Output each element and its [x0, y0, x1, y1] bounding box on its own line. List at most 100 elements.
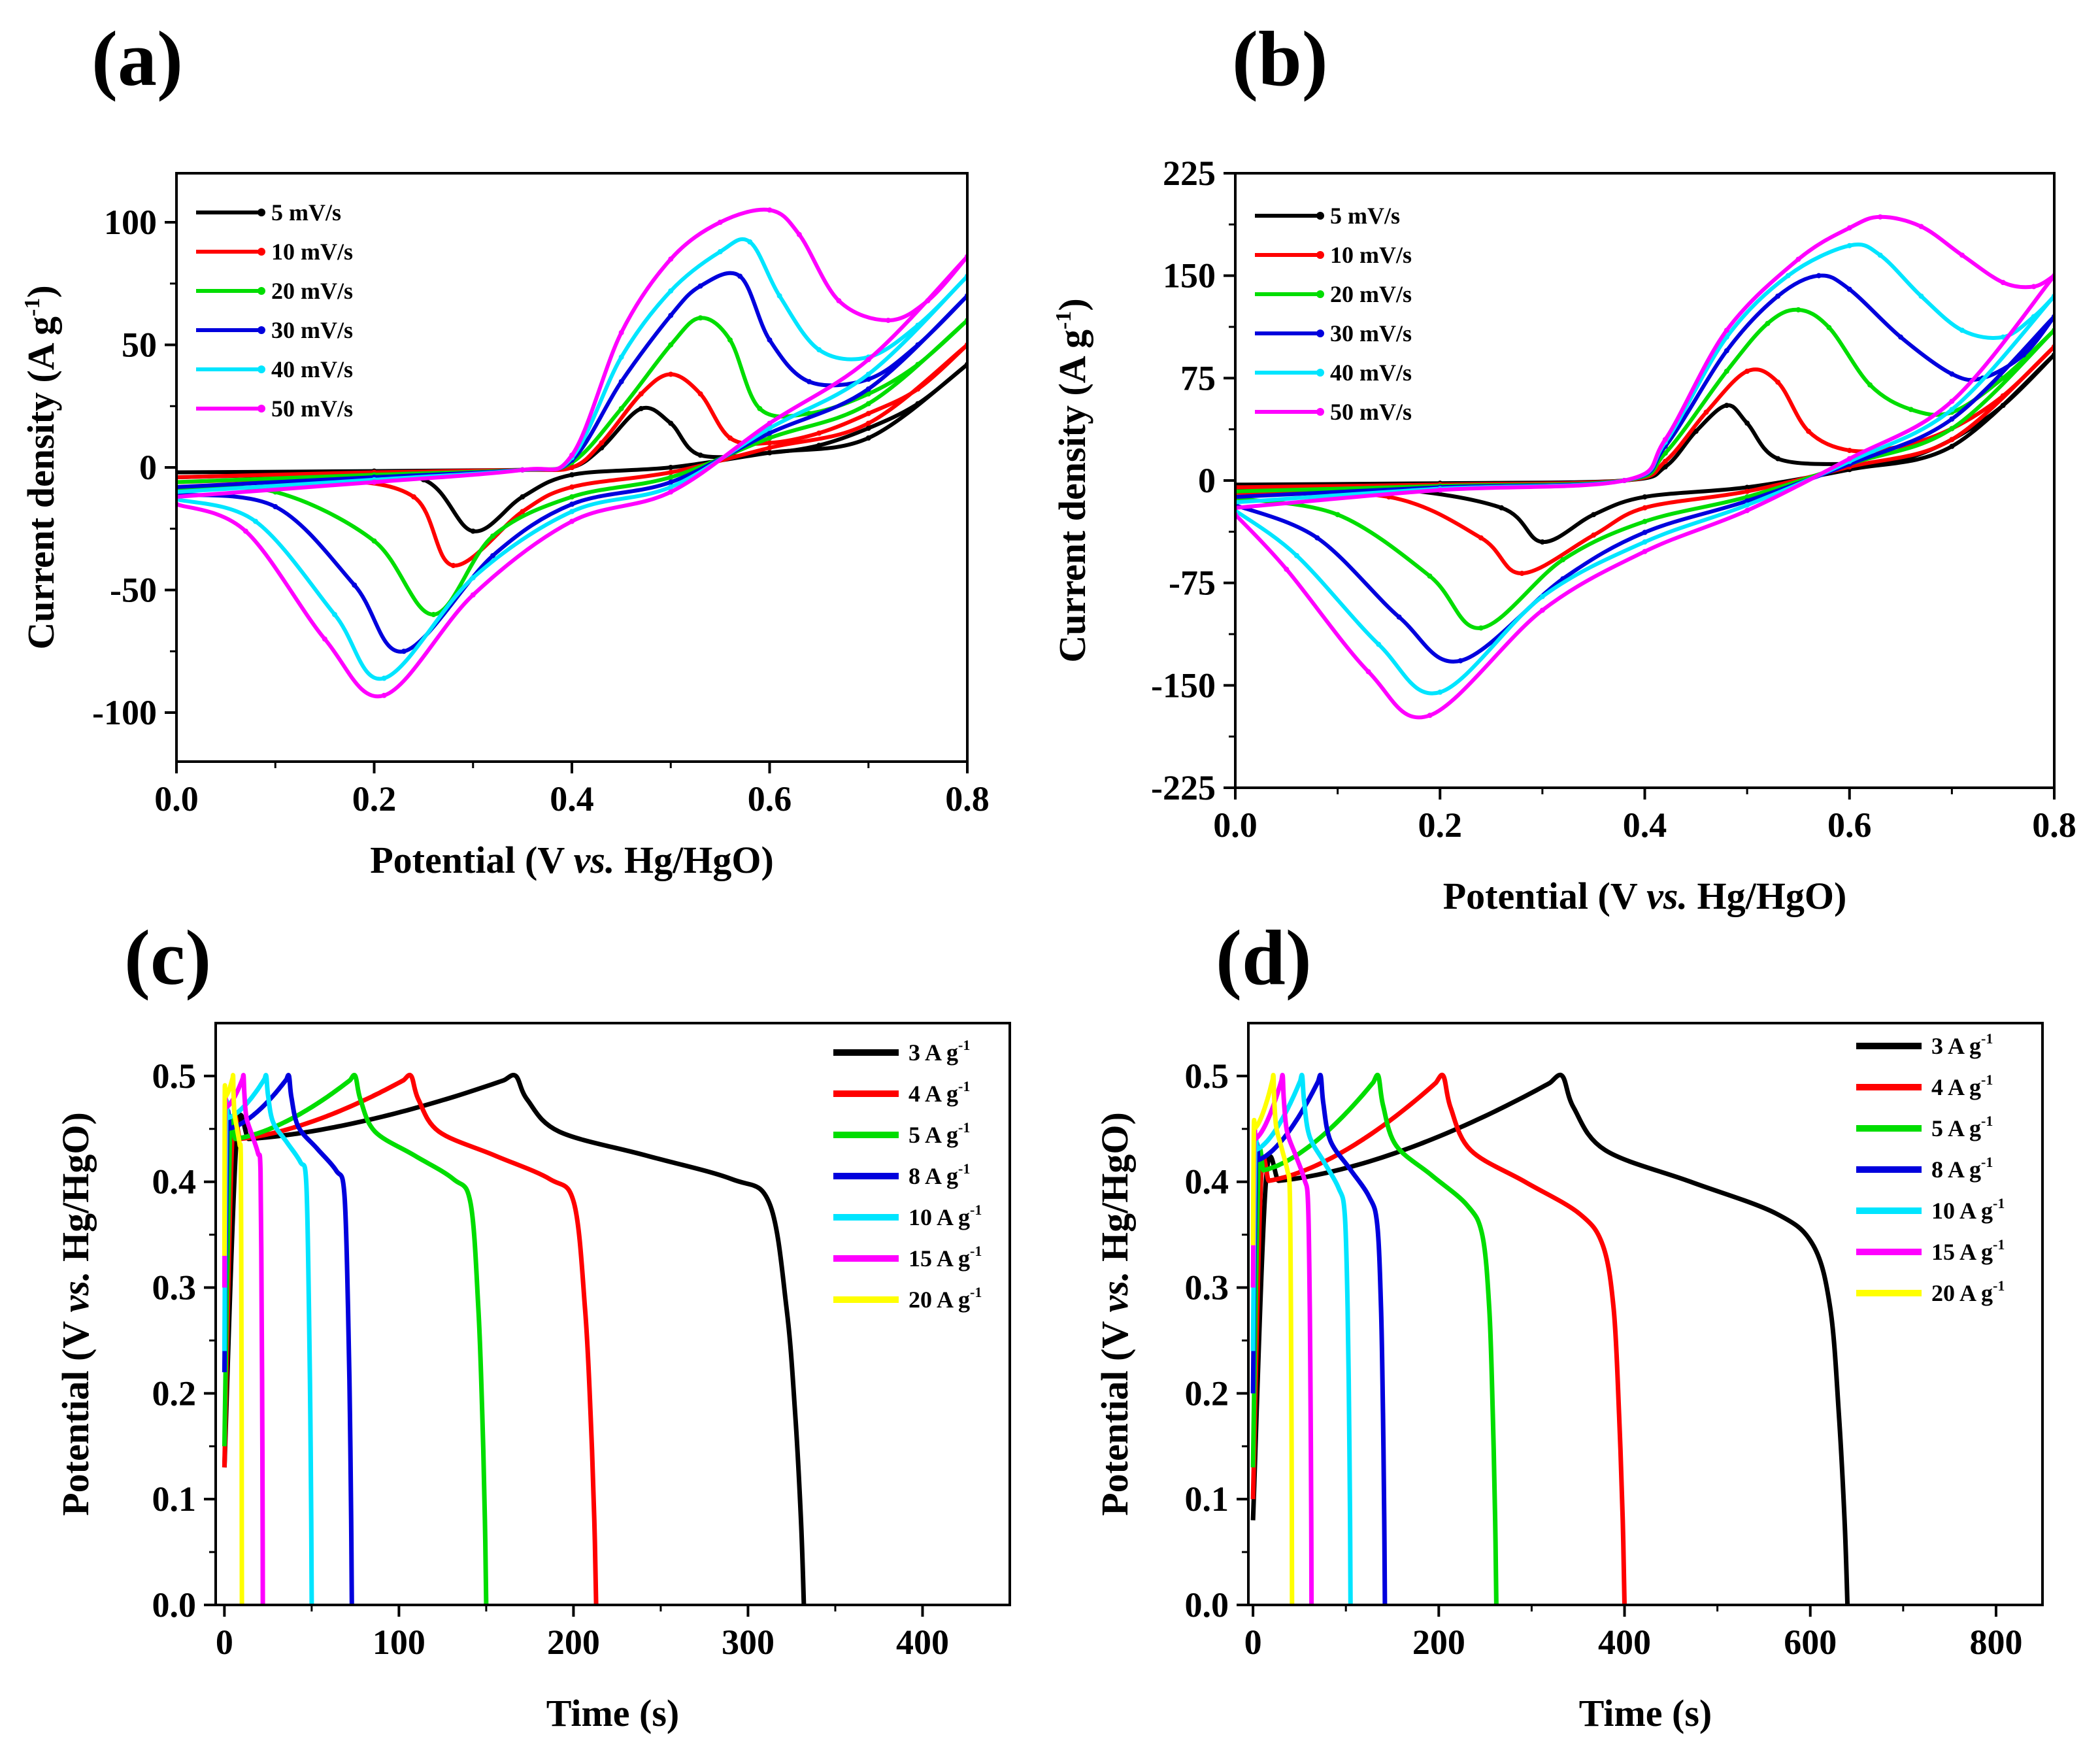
- series-point: [1662, 450, 1668, 456]
- series-point: [1744, 498, 1750, 504]
- legend-label: 10 A g-1: [908, 1202, 982, 1230]
- series-point: [1693, 428, 1699, 434]
- y-tick-label: 0.4: [152, 1162, 197, 1202]
- series-point: [1724, 368, 1729, 374]
- series-point: [638, 406, 644, 411]
- series-point: [767, 337, 773, 343]
- series-point: [470, 528, 476, 534]
- series-point: [668, 475, 674, 480]
- series-line-1: [222, 1073, 807, 1605]
- series-point: [668, 479, 674, 485]
- series-point: [747, 239, 753, 245]
- series-point: [865, 391, 871, 397]
- y-tick-label: 50: [122, 326, 157, 365]
- series-point: [1519, 571, 1525, 577]
- series-point: [569, 472, 575, 478]
- x-axis-title: Potential (V vs. Hg/HgO): [1443, 875, 1847, 917]
- legend-marker: [258, 287, 265, 295]
- series-point: [1846, 243, 1852, 248]
- series-point: [1458, 658, 1463, 664]
- series-point: [1437, 487, 1443, 493]
- series-point: [1795, 307, 1801, 312]
- chart-panel-b: (b) 0.0 0.2 0.4 0.6 0.8 -225 -150 -75 0 75 150 225 Po…: [1051, 15, 2076, 917]
- series-point: [1724, 403, 1729, 409]
- series-point: [1877, 252, 1883, 258]
- legend-label: 40 mV/s: [1330, 360, 1412, 386]
- series-point: [1949, 443, 1955, 449]
- series-point: [767, 207, 773, 213]
- series-point: [668, 342, 674, 348]
- series-point: [1744, 507, 1750, 513]
- x-tick-label: 0.4: [1623, 805, 1667, 845]
- legend: 5 mV/s 10 mV/s 20 mV/s 30 mV/s 40 mV/s 50 mV/…: [1255, 203, 1412, 425]
- series-point: [1775, 456, 1781, 462]
- series-point: [618, 329, 624, 335]
- legend: 3 A g-1 4 A g-1 5 A g-1 8 A g-1 10 A g-1 15 A…: [833, 1037, 982, 1313]
- series-point: [1642, 548, 1648, 554]
- series-point: [1724, 328, 1729, 333]
- series-point: [1724, 348, 1729, 354]
- legend-label: 20 A g-1: [908, 1284, 982, 1313]
- series-point: [1816, 273, 1822, 278]
- series-point: [865, 371, 871, 377]
- panel-label: (d): [1216, 914, 1312, 1001]
- plot-frame: [1247, 1022, 2044, 1606]
- series-point: [569, 518, 575, 524]
- series-point: [1744, 368, 1750, 374]
- series-point: [322, 636, 327, 642]
- y-axis-title: Potential (V vs. Hg/HgO): [1093, 1112, 1136, 1516]
- x-tick-label: 400: [1598, 1623, 1651, 1662]
- series-point: [1591, 512, 1597, 518]
- series-point: [767, 440, 773, 446]
- legend-marker: [258, 326, 265, 334]
- series-point: [638, 391, 644, 397]
- plot-area: [176, 207, 967, 699]
- series-point: [371, 538, 377, 544]
- series-point: [1775, 294, 1781, 299]
- plot-frame: [214, 1022, 1011, 1606]
- series-point: [1539, 539, 1545, 545]
- series-point: [865, 401, 871, 407]
- legend-label: 10 A g-1: [1931, 1195, 2005, 1224]
- series-point: [1785, 273, 1791, 278]
- legend-marker: [1316, 290, 1324, 298]
- series-point: [1560, 557, 1566, 563]
- y-tick-label: -50: [110, 571, 157, 610]
- series-point: [411, 494, 416, 499]
- series-point: [1427, 713, 1433, 718]
- series-point: [865, 411, 871, 416]
- legend-label: 20 A g-1: [1931, 1277, 2005, 1306]
- x-axis-title: Time (s): [546, 1692, 680, 1734]
- series-point: [569, 494, 575, 499]
- series-point: [352, 582, 358, 588]
- x-tick-label: 0.2: [352, 779, 397, 818]
- series-point: [925, 298, 931, 303]
- series-point: [470, 592, 476, 598]
- series-point: [1959, 252, 1965, 258]
- series-point: [1622, 478, 1627, 483]
- series-point: [1898, 334, 1904, 340]
- series-point: [915, 401, 921, 407]
- series-point: [697, 452, 703, 458]
- series-point: [520, 467, 525, 473]
- series-point: [1314, 535, 1320, 541]
- series-point: [1795, 256, 1801, 262]
- series-line-4-return: [176, 294, 967, 654]
- series-point: [2031, 314, 2037, 320]
- series-point: [569, 452, 575, 458]
- series-point: [727, 435, 733, 441]
- legend-marker: [1316, 251, 1324, 259]
- series-point: [865, 435, 871, 441]
- series-point: [2031, 284, 2037, 290]
- series-point: [381, 675, 387, 681]
- x-axis-title: Time (s): [1579, 1692, 1712, 1734]
- y-tick-label: 225: [1163, 154, 1216, 193]
- chart-panel-a: (a) 0.0 0.2 0.4 0.6 0.8 -100 -50 0 50 100 Potential…: [20, 15, 990, 881]
- series-point: [520, 509, 525, 514]
- panel-label: (b): [1232, 15, 1328, 102]
- y-tick-label: -225: [1151, 768, 1216, 807]
- series-point: [599, 440, 605, 446]
- y-axis-title: Current density (A g-1): [20, 285, 62, 649]
- legend-marker: [1316, 329, 1324, 337]
